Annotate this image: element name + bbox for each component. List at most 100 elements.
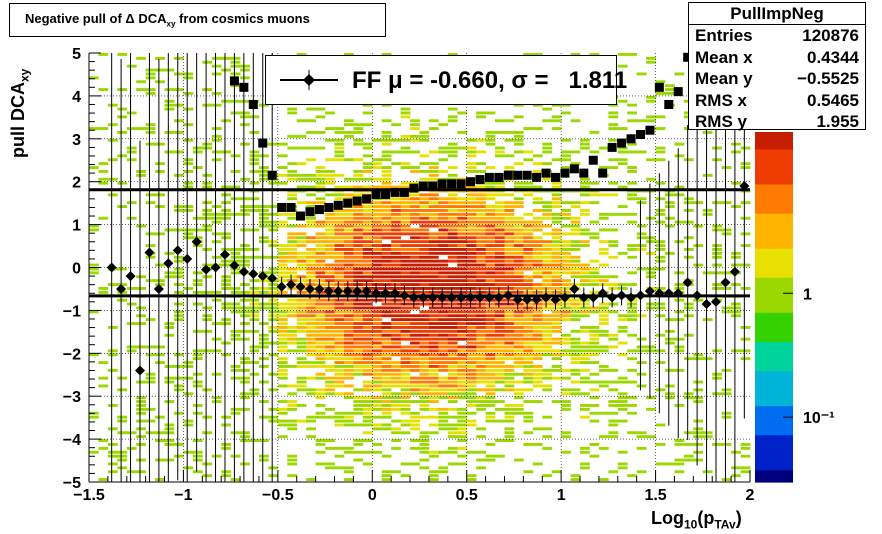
heatmap-cell <box>315 329 326 333</box>
heatmap-cell <box>608 388 619 392</box>
rms-marker <box>409 183 419 193</box>
heatmap-cell <box>419 236 430 240</box>
heatmap-cell <box>136 173 146 177</box>
heatmap-cell <box>240 290 250 294</box>
heatmap-cell <box>391 209 401 212</box>
heatmap-cell <box>589 388 600 392</box>
heatmap-cell <box>608 380 619 384</box>
heatmap-cell <box>230 306 241 310</box>
heatmap-cell <box>570 162 581 166</box>
heatmap-cell <box>457 271 468 275</box>
heatmap-cell <box>523 251 534 255</box>
heatmap-cell <box>485 251 496 255</box>
heatmap-cell <box>126 470 137 474</box>
heatmap-cell <box>381 326 392 329</box>
heatmap-cell <box>485 322 496 325</box>
heatmap-cell <box>476 255 486 259</box>
heatmap-cell <box>410 283 420 286</box>
palette-band <box>755 359 793 366</box>
heatmap-cell <box>636 248 647 251</box>
heatmap-cell <box>249 205 260 208</box>
heatmap-cell <box>608 123 619 127</box>
heatmap-cell <box>353 306 364 310</box>
heatmap-cell <box>561 290 571 294</box>
heatmap-cell <box>230 111 241 115</box>
heatmap-cell <box>655 333 666 337</box>
heatmap-cell <box>381 236 392 240</box>
heatmap-cell <box>495 322 505 325</box>
heatmap-cell <box>277 248 288 251</box>
heatmap-cell <box>325 466 335 470</box>
heatmap-cell <box>627 170 637 173</box>
heatmap-cell <box>344 283 354 286</box>
heatmap-cell <box>495 310 505 314</box>
heatmap-cell <box>608 419 619 423</box>
heatmap-cell <box>627 310 637 314</box>
heatmap-cell <box>646 119 656 123</box>
heatmap-cell <box>419 404 430 407</box>
heatmap-cell <box>183 365 194 368</box>
heatmap-cell <box>391 220 401 224</box>
heatmap-cell <box>683 201 694 205</box>
heatmap-cell <box>306 310 316 314</box>
heatmap-cell <box>296 201 307 205</box>
heatmap-cell <box>353 310 364 314</box>
heatmap-cell <box>381 423 392 427</box>
heatmap-cell <box>372 306 383 310</box>
heatmap-cell <box>306 279 316 283</box>
heatmap-cell <box>655 158 666 162</box>
heatmap-cell <box>438 240 449 244</box>
heatmap-cell <box>542 372 553 376</box>
heatmap-cell <box>362 263 373 267</box>
heatmap-cell <box>428 302 439 306</box>
heatmap-cell <box>174 131 184 134</box>
heatmap-cell <box>268 326 279 329</box>
heatmap-cell <box>476 275 486 279</box>
heatmap-cell <box>721 228 732 232</box>
heatmap-cell <box>334 248 345 251</box>
palette-band <box>755 336 793 343</box>
heatmap-cell <box>353 361 364 364</box>
heatmap-cell <box>391 259 401 263</box>
heatmap-cell <box>608 212 619 216</box>
heatmap-cell <box>504 329 515 333</box>
heatmap-cell <box>608 287 619 290</box>
heatmap-cell <box>372 255 383 259</box>
rms-marker <box>607 142 617 152</box>
heatmap-cell <box>513 306 524 310</box>
heatmap-cell <box>174 119 184 123</box>
heatmap-cell <box>457 357 468 361</box>
heatmap-cell <box>428 361 439 364</box>
heatmap-cell <box>202 474 213 478</box>
heatmap-cell <box>296 263 307 267</box>
heatmap-cell <box>513 259 524 263</box>
heatmap-cell <box>561 306 571 310</box>
heatmap-cell <box>513 326 524 329</box>
heatmap-cell <box>551 228 562 232</box>
rms-marker <box>484 172 494 182</box>
heatmap-cell <box>608 310 619 314</box>
heatmap-cell <box>400 166 411 169</box>
heatmap-cell <box>344 306 354 310</box>
heatmap-cell <box>164 275 175 279</box>
heatmap-cell <box>419 248 430 251</box>
heatmap-cell <box>712 228 722 232</box>
heatmap-cell <box>164 326 175 329</box>
heatmap-cell <box>277 345 288 349</box>
heatmap-cell <box>221 99 231 103</box>
heatmap-cell <box>362 357 373 361</box>
heatmap-cell <box>315 298 326 302</box>
heatmap-cell <box>476 115 486 119</box>
heatmap-cell <box>362 415 373 419</box>
heatmap-cell <box>174 314 184 318</box>
heatmap-cell <box>466 248 477 251</box>
heatmap-cell <box>277 255 288 259</box>
heatmap-cell <box>608 127 619 130</box>
heatmap-cell <box>466 372 477 376</box>
heatmap-cell <box>428 333 439 337</box>
heatmap-cell <box>372 259 383 263</box>
heatmap-cell <box>683 236 694 240</box>
mean-marker <box>144 247 155 258</box>
heatmap-cell <box>580 376 590 380</box>
heatmap-cell <box>362 271 373 275</box>
